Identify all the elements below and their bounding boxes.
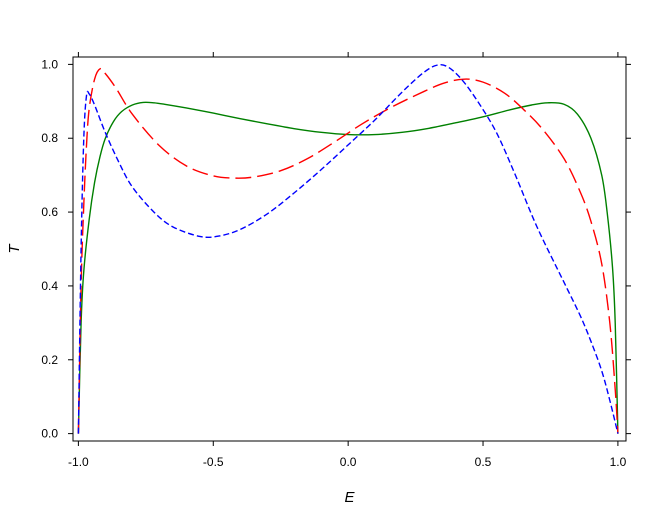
y-tick-label: 0.4 xyxy=(41,279,58,293)
x-tick-label: 0.0 xyxy=(340,455,357,469)
y-tick-label: 1.0 xyxy=(41,57,58,71)
series-layer xyxy=(77,63,619,434)
x-axis-label: E xyxy=(344,489,355,506)
series-line-2 xyxy=(77,67,619,434)
y-tick-label: 0.2 xyxy=(41,353,58,367)
plot-frame xyxy=(72,56,627,442)
y-tick-label: 0.0 xyxy=(41,427,58,441)
x-tick-label: 1.0 xyxy=(610,455,627,469)
x-tick-label: -0.5 xyxy=(203,455,224,469)
x-tick-label: -1.0 xyxy=(68,455,89,469)
y-tick-label: 0.8 xyxy=(41,131,58,145)
x-tick-label: 0.5 xyxy=(475,455,492,469)
y-axis-label: T xyxy=(6,243,23,254)
axis-layer: -1.0 -0.5 0.0 0.5 1.0 0.0 0.2 0.4 0.6 0.8 1.0 xyxy=(41,52,631,469)
y-tick-label: 0.6 xyxy=(41,205,58,219)
series-line-3 xyxy=(77,63,619,434)
series-line-1 xyxy=(77,101,619,434)
